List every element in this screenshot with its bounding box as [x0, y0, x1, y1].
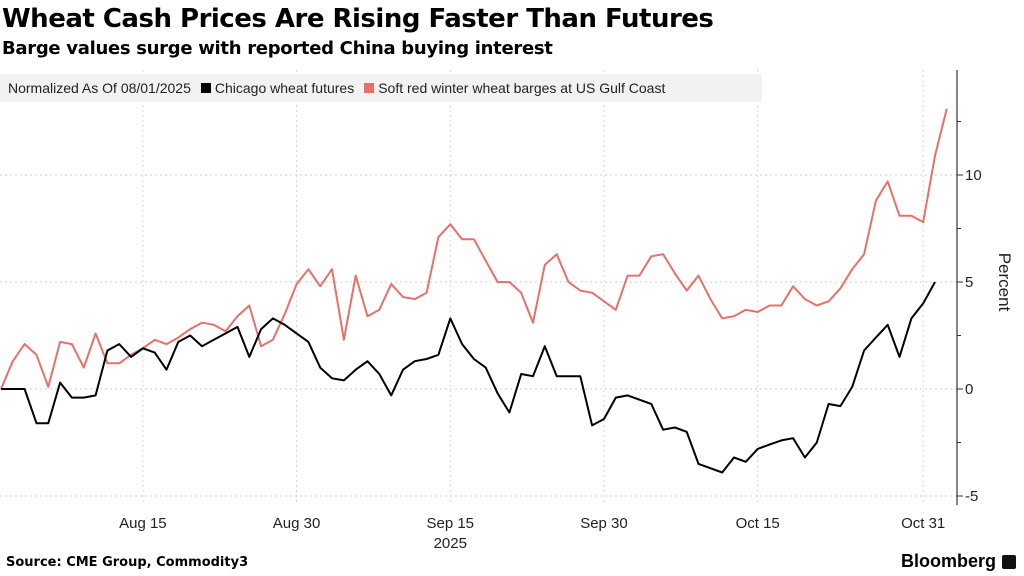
- x-tick-label: Aug 30: [273, 515, 321, 532]
- bloomberg-mark-icon: [1002, 554, 1016, 569]
- x-tick-label: Sep 15: [426, 515, 474, 532]
- x-tick-label: Oct 15: [736, 515, 780, 532]
- x-tick-label: Sep 30: [580, 515, 628, 532]
- legend-item-barges: Soft red winter wheat barges at US Gulf …: [364, 80, 665, 96]
- y-tick-label: 0: [965, 381, 973, 398]
- legend-note: Normalized As Of 08/01/2025: [8, 80, 191, 96]
- y-axis-title: Percent: [995, 253, 1014, 312]
- x-axis: Aug 15 Aug 30 Sep 15 Sep 30 Oct 15 Oct 31 2025: [119, 515, 945, 552]
- legend-label-barges: Soft red winter wheat barges at US Gulf …: [378, 80, 666, 96]
- series-line-chicago-futures: [1, 281, 936, 474]
- x-tick-label: Aug 15: [119, 515, 167, 532]
- series-lines: [0, 108, 948, 474]
- y-axis: -5 0 5 10 Percent: [956, 70, 1014, 505]
- chart-subtitle: Barge values surge with reported China b…: [2, 38, 553, 59]
- y-tick-label: 10: [965, 167, 982, 184]
- legend: Normalized As Of 08/01/2025 Chicago whea…: [0, 74, 762, 102]
- x-year-label: 2025: [434, 535, 467, 552]
- legend-swatch-futures: [200, 83, 211, 93]
- y-tick-label: 5: [965, 274, 973, 291]
- y-tick-label: -5: [965, 488, 978, 505]
- x-tick-label: Oct 31: [901, 515, 945, 532]
- bloomberg-logo: Bloomberg: [901, 551, 1016, 572]
- legend-item-futures: Chicago wheat futures: [200, 80, 355, 96]
- source-note: Source: CME Group, Commodity3: [6, 555, 249, 570]
- chart-title: Wheat Cash Prices Are Rising Faster Than…: [2, 4, 714, 34]
- gridlines: [0, 70, 957, 505]
- legend-label-futures: Chicago wheat futures: [214, 80, 355, 96]
- legend-swatch-barges: [364, 83, 375, 93]
- series-line-gulf-barges: [0, 108, 948, 390]
- brand-name: Bloomberg: [900, 551, 996, 571]
